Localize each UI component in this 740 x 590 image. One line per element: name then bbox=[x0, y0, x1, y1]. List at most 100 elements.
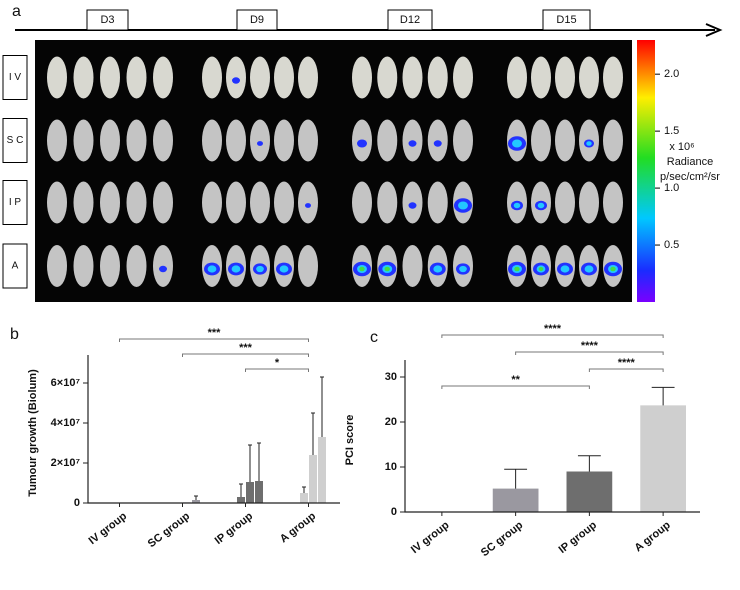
error-bar bbox=[239, 483, 243, 497]
mouse bbox=[73, 245, 94, 287]
mouse bbox=[507, 56, 527, 99]
y-tick-label: 4×10⁷ bbox=[51, 417, 81, 429]
signal-core bbox=[586, 141, 592, 146]
signal-core bbox=[207, 265, 217, 273]
signal bbox=[408, 202, 417, 209]
mouse bbox=[202, 119, 222, 162]
error-bar bbox=[320, 376, 324, 437]
y-tick-label: 20 bbox=[385, 416, 397, 428]
signal-core bbox=[560, 265, 570, 273]
mouse bbox=[153, 56, 173, 99]
mouse bbox=[352, 56, 372, 99]
mouse bbox=[126, 119, 147, 162]
significance-label: *** bbox=[208, 327, 222, 339]
mouse bbox=[73, 181, 94, 224]
mouse bbox=[427, 56, 448, 99]
mouse bbox=[352, 181, 372, 224]
signal-core bbox=[433, 265, 443, 273]
y-axis-label: Tumour growth (Biolum) bbox=[27, 369, 39, 497]
mouse bbox=[453, 119, 473, 162]
significance-label: * bbox=[275, 357, 280, 369]
x-tick-label: SC group bbox=[479, 519, 526, 559]
mouse bbox=[100, 245, 120, 287]
significance-label: **** bbox=[544, 323, 562, 335]
x-tick-label: IP group bbox=[557, 519, 600, 556]
axes bbox=[87, 355, 340, 504]
signal-core bbox=[459, 265, 467, 273]
timepoint-label: D15 bbox=[556, 14, 576, 26]
colorbar-tick-label: 2.0 bbox=[664, 68, 679, 80]
mouse bbox=[274, 181, 294, 224]
error-bar bbox=[577, 455, 601, 472]
timepoint-box bbox=[236, 9, 278, 31]
mouse bbox=[47, 56, 67, 99]
mouse bbox=[226, 119, 246, 162]
x-tick-label: SC group bbox=[146, 510, 193, 550]
mouse bbox=[603, 181, 623, 224]
mouse bbox=[427, 181, 448, 224]
mouse bbox=[274, 119, 294, 162]
bar bbox=[492, 488, 539, 512]
significance-bracket bbox=[245, 368, 309, 372]
mouse bbox=[153, 181, 173, 224]
y-tick-label: 0 bbox=[74, 497, 80, 509]
mouse bbox=[47, 181, 67, 224]
x-tick-label: IP group bbox=[213, 510, 256, 547]
panel-label: a bbox=[12, 3, 21, 20]
mouse bbox=[126, 181, 147, 224]
mouse bbox=[298, 181, 318, 224]
bar bbox=[300, 493, 308, 503]
bar bbox=[192, 500, 200, 503]
x-tick-label: IV group bbox=[87, 510, 130, 547]
mouse bbox=[153, 119, 173, 162]
mouse bbox=[555, 181, 575, 224]
signal-core bbox=[231, 265, 241, 273]
signal-peak bbox=[359, 266, 365, 272]
bar bbox=[318, 437, 326, 503]
timepoint-label: D9 bbox=[250, 14, 264, 26]
mouse bbox=[250, 56, 270, 99]
y-tick-label: 10 bbox=[385, 461, 397, 473]
mouse bbox=[100, 119, 120, 162]
mouse bbox=[47, 119, 67, 162]
mouse bbox=[377, 181, 398, 224]
mouse bbox=[531, 119, 551, 162]
mouse bbox=[377, 56, 398, 99]
timepoint-box bbox=[387, 9, 433, 31]
signal-core bbox=[584, 265, 594, 273]
colorbar-tick-label: 1.5 bbox=[664, 125, 679, 137]
signal-peak bbox=[610, 266, 616, 272]
mouse bbox=[603, 56, 623, 99]
signal bbox=[433, 140, 442, 147]
colorbar-tick-label: 0.5 bbox=[664, 239, 679, 251]
group-box bbox=[2, 243, 28, 289]
bar bbox=[246, 482, 254, 503]
mouse bbox=[250, 119, 270, 162]
colorbar-unit: p/sec/cm²/sr bbox=[660, 171, 720, 183]
mouse bbox=[73, 56, 94, 99]
panel-label: b bbox=[10, 326, 19, 343]
y-tick-label: 30 bbox=[385, 371, 397, 383]
mouse bbox=[250, 181, 270, 224]
mouse bbox=[202, 56, 222, 99]
error-bar bbox=[504, 468, 528, 489]
mouse bbox=[47, 245, 67, 287]
mouse bbox=[274, 56, 294, 99]
signal-core bbox=[513, 202, 521, 209]
bar bbox=[566, 471, 613, 512]
signal-core bbox=[279, 265, 289, 273]
signal-core bbox=[256, 265, 264, 273]
bar bbox=[237, 497, 245, 503]
mouse bbox=[531, 56, 551, 99]
significance-bracket bbox=[515, 351, 664, 355]
error-bar bbox=[651, 386, 675, 406]
signal bbox=[232, 77, 240, 84]
group-label: A bbox=[12, 261, 19, 272]
signal-peak bbox=[384, 266, 390, 272]
mouse bbox=[298, 245, 318, 287]
mouse bbox=[298, 56, 318, 99]
mouse bbox=[100, 181, 120, 224]
significance-bracket bbox=[441, 385, 590, 389]
bar bbox=[255, 481, 263, 503]
